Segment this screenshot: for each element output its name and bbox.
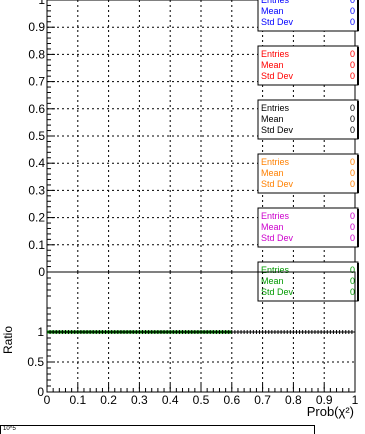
stat-box-label: Std Dev — [261, 125, 294, 135]
stat-box-frame — [257, 153, 359, 194]
stat-box-label: Entries — [261, 157, 290, 167]
x-tick-labels: 0 0.1 0.2 0.3 0.4 0.5 0.6 0.7 0.8 0.9 1 — [44, 393, 359, 407]
stat-box-label: Entries — [261, 211, 290, 221]
top-y-tick-label: 1 — [38, 0, 45, 7]
stat-box-value: 0 — [350, 179, 355, 189]
x-tick-label: 0 — [44, 393, 51, 407]
stat-box-label: Mean — [261, 114, 284, 124]
stat-box: Entries 0 Mean 0 Std Dev 0 — [257, 45, 359, 86]
stat-box-label: Std Dev — [261, 233, 294, 243]
x-tick-label: 0.9 — [316, 393, 333, 407]
stat-box-value: 0 — [350, 114, 355, 124]
bottom-panel-label: 10^5 — [3, 426, 16, 432]
stat-box-value: 0 — [350, 233, 355, 243]
top-y-ticks — [47, 0, 55, 273]
top-y-tick-labels: 0 0.1 0.2 0.3 0.4 0.5 0.6 0.7 0.8 0.9 1 — [28, 0, 45, 279]
bottom-pad: 0 0.1 0.2 0.3 0.4 0.5 0.6 0.7 0.8 0.9 1 00.51 Prob… — [1, 271, 359, 419]
stat-box-label: Std Dev — [261, 71, 294, 81]
x-tick-label: 1 — [352, 393, 359, 407]
stat-box-frame — [257, 0, 359, 32]
stat-box-value: 0 — [350, 276, 355, 286]
stat-box-label: Std Dev — [261, 17, 294, 27]
top-y-tick-label: 0 — [38, 265, 45, 279]
stat-box-value: 0 — [350, 60, 355, 70]
stat-box-label: Std Dev — [261, 179, 294, 189]
stat-box-label: Entries — [261, 49, 290, 59]
bottom-y-tick-label: 1 — [37, 325, 44, 339]
stat-box-label: Entries — [261, 103, 290, 113]
x-tick-label: 0.1 — [69, 393, 86, 407]
stat-box-label: Mean — [261, 6, 284, 16]
stat-box-value: 0 — [350, 157, 355, 167]
stat-box: Entries 0 Mean 0 Std Dev 0 — [257, 207, 359, 248]
bottom-series — [47, 330, 355, 334]
bottom-y-tick-labels: 00.51 — [27, 325, 44, 399]
stat-box-frame — [257, 207, 359, 248]
top-y-tick-label: 0.3 — [28, 183, 45, 197]
top-y-tick-label: 0.4 — [28, 156, 45, 170]
stat-box: Entries 0 Mean 0 Std Dev 0 — [257, 261, 359, 302]
top-y-tick-label: 0.5 — [28, 129, 45, 143]
x-axis-label: Prob(χ²) — [307, 404, 354, 419]
x-tick-label: 0.8 — [285, 393, 302, 407]
x-tick-label: 0.5 — [193, 393, 210, 407]
stat-box-value: 0 — [350, 49, 355, 59]
stat-box-label: Mean — [261, 168, 284, 178]
x-tick-label: 0.4 — [162, 393, 179, 407]
stat-boxes: Entries 0 Mean 0 Std Dev 0 Entries 0 Mean 0 Std De… — [257, 0, 359, 302]
stat-box-value: 0 — [350, 103, 355, 113]
x-tick-label: 0.2 — [100, 393, 117, 407]
stat-box: Entries 0 Mean 0 Std Dev 0 — [257, 0, 359, 32]
bottom-panel: 10^5 — [0, 425, 315, 434]
stat-box-label: Mean — [261, 60, 284, 70]
top-y-tick-label: 0.7 — [28, 75, 45, 89]
stat-box-value: 0 — [350, 125, 355, 135]
x-tick-label: 0.7 — [254, 393, 271, 407]
stat-box-label: Entries — [261, 0, 290, 5]
stat-box-value: 0 — [350, 71, 355, 81]
stat-box-value: 0 — [350, 265, 355, 275]
stat-box-value: 0 — [350, 211, 355, 221]
stat-box: Entries 0 Mean 0 Std Dev 0 — [257, 99, 359, 140]
y-axis-label: Ratio — [1, 326, 15, 354]
stat-box: Entries 0 Mean 0 Std Dev 0 — [257, 153, 359, 194]
bottom-ticks — [46, 277, 356, 393]
stat-box-label: Mean — [261, 276, 284, 286]
top-y-tick-label: 0.8 — [28, 47, 45, 61]
stat-box-value: 0 — [350, 168, 355, 178]
stat-box-label: Mean — [261, 222, 284, 232]
stat-box-label: Entries — [261, 265, 290, 275]
stat-box-value: 0 — [350, 222, 355, 232]
bottom-y-tick-label: 0.5 — [27, 355, 44, 369]
stat-box-frame — [257, 99, 359, 140]
top-y-tick-label: 0.1 — [28, 238, 45, 252]
top-y-tick-label: 0.2 — [28, 211, 45, 225]
stat-box-value: 0 — [350, 6, 355, 16]
top-y-tick-label: 0.6 — [28, 102, 45, 116]
stat-box-value: 0 — [350, 0, 355, 5]
top-y-tick-label: 0.9 — [28, 20, 45, 34]
x-tick-label: 0.6 — [223, 393, 240, 407]
stat-box-label: Std Dev — [261, 287, 294, 297]
bottom-y-tick-label: 0 — [37, 385, 44, 399]
x-tick-label: 0.3 — [131, 393, 148, 407]
stat-box-value: 0 — [350, 287, 355, 297]
top-pad: 0 0.1 0.2 0.3 0.4 0.5 0.6 0.7 0.8 0.9 1 Entries 0 Me… — [28, 0, 359, 302]
stat-box-value: 0 — [350, 17, 355, 27]
stat-box-frame — [257, 45, 359, 86]
